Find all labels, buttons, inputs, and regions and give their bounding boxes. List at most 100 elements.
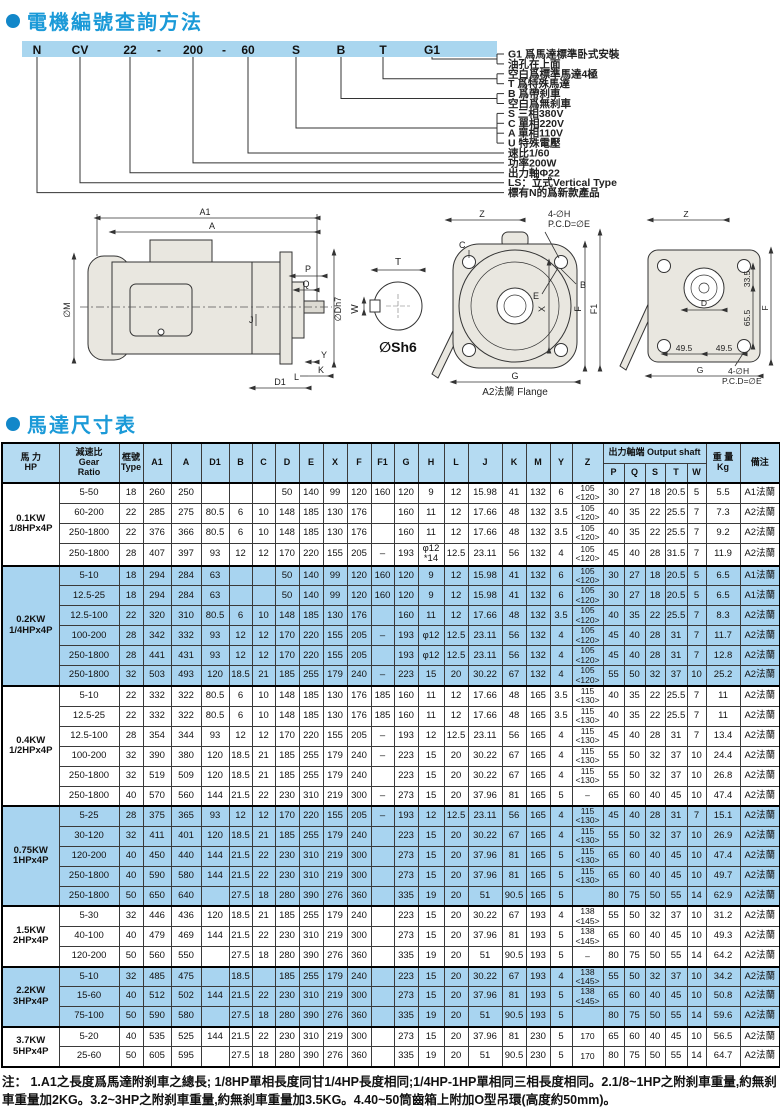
table-cell: 32	[644, 825, 666, 847]
table-cell: 230	[274, 845, 300, 867]
table-cell: 7	[686, 502, 707, 524]
table-cell	[370, 986, 395, 1008]
col-header-S: S	[644, 462, 666, 484]
table-cell: 273	[393, 1025, 419, 1048]
table-cell: 41	[501, 481, 527, 504]
table-cell: 21.5	[228, 865, 253, 887]
table-cell: 11	[417, 502, 445, 524]
table-cell: 60	[623, 926, 646, 947]
table-cell: 12.5	[443, 645, 469, 667]
table-cell: 50	[623, 765, 646, 787]
table-cell: 30.22	[467, 745, 503, 767]
table-cell: 9	[417, 481, 445, 504]
table-cell: A2法蘭	[739, 946, 780, 967]
code-bar	[22, 41, 497, 57]
table-cell: 12	[228, 805, 253, 827]
table-cell: 255	[298, 765, 324, 787]
table-cell: 50	[623, 965, 646, 988]
dim-label-flange-holes: 4-∅H	[548, 209, 570, 219]
table-cell: 105 <120>	[571, 522, 604, 544]
table-cell: 19	[417, 946, 445, 967]
table-cell: 67	[501, 965, 527, 988]
table-cell: 595	[170, 1046, 202, 1068]
table-cell: 32	[644, 745, 666, 767]
table-cell: 81	[501, 926, 527, 947]
table-cell: 50	[118, 946, 144, 967]
table-cell: 22	[644, 605, 666, 627]
table-row: 120-200 50 560 550 27.5 18 280 390 276 360 335 19 20…	[2, 946, 780, 967]
table-cell: 160	[393, 522, 419, 544]
table-cell: 240	[346, 765, 372, 787]
table-cell: 32	[118, 965, 144, 988]
table-cell: 179	[322, 825, 348, 847]
table-cell	[370, 965, 395, 988]
table-cell: 335	[393, 1006, 419, 1028]
table-cell: 132	[525, 585, 551, 607]
table-cell: 51	[467, 946, 503, 967]
table-cell: 75	[623, 1046, 646, 1068]
table-cell: 485	[142, 965, 172, 988]
section2-header: 馬達尺寸表	[0, 403, 780, 440]
table-row: 0.2KW 1/4HPx4P 5-10 18 294 284 63 50 140 99 120 16…	[1, 564, 780, 687]
table-cell: 148	[274, 705, 300, 727]
page-title: 電機編號查詢方法	[27, 12, 203, 34]
table-cell: 284	[170, 564, 202, 587]
table-cell: 22	[251, 785, 276, 807]
table-cell: 32	[644, 965, 666, 988]
table-cell: 294	[142, 564, 172, 587]
table-cell: 185	[274, 665, 300, 687]
table-row: 0.1KW 1/8HPx4P 5-50 18 260 250 50 140 99 120 160 1…	[1, 481, 780, 567]
table-cell: 170	[274, 725, 300, 747]
table-cell: 397	[170, 542, 202, 567]
table-cell: 179	[322, 745, 348, 767]
table-cell: 6	[228, 684, 253, 707]
table-cell: 48	[501, 605, 527, 627]
motor-side-view	[87, 239, 325, 365]
table-cell: 8.3	[705, 605, 741, 627]
table-cell: 120	[200, 765, 230, 787]
table-cell: 4	[549, 905, 573, 928]
table-cell: 15-60	[58, 986, 120, 1008]
hp-group-label: 0.4KW 1/2HPx4P	[1, 684, 60, 807]
table-cell: 10	[686, 665, 707, 687]
table-cell: 40	[644, 926, 666, 947]
table-cell: 193	[525, 926, 551, 947]
table-cell: 509	[170, 765, 202, 787]
table-cell: 12.5-25	[58, 705, 120, 727]
table-cell: 28	[118, 542, 144, 567]
table-cell: 105 <120>	[571, 481, 604, 504]
table-cell: 30	[602, 481, 625, 504]
table-cell: 81	[501, 986, 527, 1008]
table-cell: 138 <145>	[571, 905, 604, 928]
table-cell: 185	[298, 684, 324, 707]
table-cell: 10	[251, 522, 276, 544]
table-cell: A2法蘭	[739, 645, 780, 667]
table-cell: 12	[228, 725, 253, 747]
table-cell: 335	[393, 1046, 419, 1068]
legend-g1-mount: G1 爲馬達標準卧式安裝	[508, 48, 620, 61]
table-cell: 41	[501, 585, 527, 607]
table-cell: 185	[298, 522, 324, 544]
table-cell: 18.5	[228, 965, 253, 988]
table-cell: 7	[686, 625, 707, 647]
code-S: S	[292, 43, 300, 57]
code-22: 22	[123, 43, 137, 57]
table-cell: 24.4	[705, 745, 741, 767]
table-cell: 23.11	[467, 805, 503, 827]
table-cell: 7	[686, 805, 707, 827]
table-cell: 45	[602, 645, 625, 667]
table-cell: 18	[644, 564, 666, 587]
table-cell: 37.96	[467, 785, 503, 807]
table-cell: 23.11	[467, 645, 503, 667]
table-cell: 105 <120>	[571, 665, 604, 687]
table-cell: 40	[118, 986, 144, 1008]
table-cell: A2法蘭	[739, 885, 780, 907]
table-cell: 21.5	[228, 1025, 253, 1048]
table-cell: –	[370, 625, 395, 647]
table-cell: 11.7	[705, 625, 741, 647]
table-cell	[370, 1025, 395, 1048]
table-cell: 165	[525, 865, 551, 887]
legend-3ph-380v: S 三相380V	[508, 107, 563, 120]
table-cell: 56	[501, 805, 527, 827]
table-cell: 15	[417, 926, 445, 947]
